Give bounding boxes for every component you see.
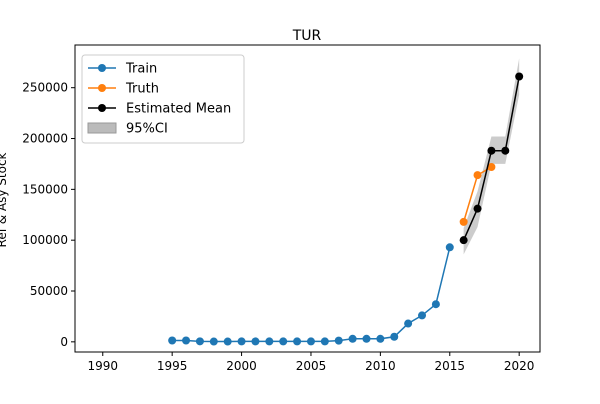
data-point-train: [195, 337, 204, 346]
legend-marker-train: [98, 64, 106, 72]
legend-label-mean: Estimated Mean: [126, 102, 231, 117]
plot-area: [168, 58, 524, 346]
y-tick-label: 50000: [30, 284, 68, 298]
y-tick-label: 0: [60, 335, 68, 349]
legend-label-ci: 95%CI: [126, 122, 168, 137]
legend: Train Truth Estimated Mean 95%CI: [81, 54, 245, 144]
legend-marker-truth: [98, 84, 106, 92]
y-tick-label: 150000: [22, 182, 68, 196]
data-point-train: [209, 337, 218, 346]
plot-frame: [74, 44, 541, 353]
legend-box: [81, 54, 245, 144]
axes: 1990 1995 2000 2005 2010 2015 2020 0 50000 100000…: [22, 44, 541, 373]
data-point-train: [251, 337, 260, 346]
legend-label-train: Train: [125, 62, 157, 77]
data-point-train: [237, 337, 246, 346]
data-point-truth: [473, 171, 482, 180]
y-tick-label: 200000: [22, 132, 68, 146]
legend-swatch-ci: [87, 122, 117, 134]
x-tick-label: 2010: [365, 359, 396, 373]
data-point-train: [334, 336, 343, 345]
data-point-train: [293, 337, 302, 346]
data-point-mean: [473, 204, 482, 213]
y-tick-label: 100000: [22, 233, 68, 247]
data-point-truth: [487, 162, 496, 171]
data-point-train: [404, 319, 413, 328]
data-point-train: [279, 337, 288, 346]
x-tick-label: 1995: [157, 359, 188, 373]
data-point-truth: [459, 217, 468, 226]
data-point-train: [182, 336, 191, 345]
confidence-band: [463, 58, 520, 255]
data-point-mean: [487, 146, 496, 155]
data-point-mean: [459, 236, 468, 245]
data-point-train: [223, 337, 232, 346]
data-point-train: [320, 337, 329, 346]
x-tick-label: 2000: [226, 359, 257, 373]
y-axis-label: Ref & Asy Stock: [0, 152, 9, 247]
chart-title: TUR: [292, 28, 322, 44]
data-point-train: [348, 334, 357, 343]
data-point-mean: [501, 146, 510, 155]
data-point-train: [362, 334, 371, 343]
x-tick-label: 2015: [435, 359, 466, 373]
data-point-train: [431, 300, 440, 309]
legend-label-truth: Truth: [125, 82, 159, 97]
legend-marker-mean: [98, 104, 106, 112]
data-point-train: [168, 336, 177, 345]
data-point-train: [376, 334, 385, 343]
data-point-train: [390, 332, 399, 341]
x-tick-label: 2005: [296, 359, 327, 373]
data-point-train: [306, 337, 315, 346]
x-tick-label: 1990: [87, 359, 118, 373]
y-tick-label: 250000: [22, 81, 68, 95]
data-point-train: [445, 243, 454, 252]
data-point-train: [265, 337, 274, 346]
x-tick-label: 2020: [504, 359, 535, 373]
data-point-mean: [515, 72, 524, 81]
data-point-train: [418, 311, 427, 320]
